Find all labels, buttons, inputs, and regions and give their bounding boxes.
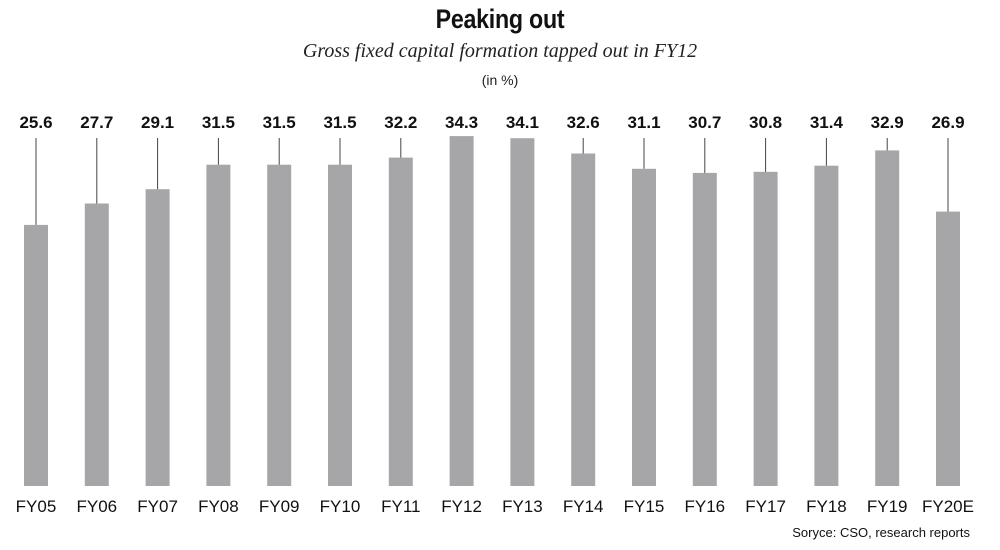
value-label: 25.6 — [19, 113, 52, 132]
category-label: FY15 — [624, 497, 665, 516]
bar-fy13 — [510, 138, 535, 486]
bar-fy14 — [571, 153, 596, 486]
bar-fy18 — [814, 165, 839, 486]
value-label: 32.9 — [871, 113, 904, 132]
category-label: FY14 — [563, 497, 604, 516]
bar-fy08 — [206, 164, 231, 486]
chart-subtitle: Gross fixed capital formation tapped out… — [302, 40, 698, 62]
value-label: 30.8 — [749, 113, 782, 132]
chart-title: Peaking out — [435, 4, 565, 34]
bar-fy16 — [692, 172, 717, 486]
unit-note: (in %) — [481, 72, 519, 88]
category-label: FY20E — [922, 497, 974, 516]
bar-fy15 — [632, 168, 656, 487]
value-label: 31.4 — [810, 113, 844, 132]
value-label: 26.9 — [931, 113, 964, 132]
category-label: FY16 — [684, 497, 725, 516]
value-label: 30.7 — [688, 113, 721, 132]
category-label: FY18 — [806, 497, 847, 516]
bar-fy17 — [753, 171, 778, 487]
category-label: FY13 — [502, 497, 543, 516]
category-label: FY19 — [867, 497, 908, 516]
category-label: FY07 — [137, 497, 178, 516]
bar-fy05 — [24, 224, 48, 486]
value-label: 34.1 — [506, 113, 539, 132]
bar-fy09 — [267, 164, 292, 486]
bar-fy12 — [449, 136, 474, 486]
category-label: FY06 — [76, 497, 117, 516]
bar-fy20e — [936, 211, 960, 486]
category-label: FY08 — [198, 497, 239, 516]
value-label: 31.5 — [263, 113, 296, 132]
value-label: 34.3 — [445, 113, 478, 132]
category-label: FY17 — [745, 497, 786, 516]
bar-fy07 — [145, 189, 170, 486]
category-label: FY05 — [16, 497, 57, 516]
value-label: 31.5 — [323, 113, 356, 132]
value-label: 32.6 — [567, 113, 600, 132]
category-label: FY10 — [320, 497, 361, 516]
source-note: Sorуce: CSO, research reports — [792, 525, 970, 540]
value-label: 31.5 — [202, 113, 235, 132]
category-label: FY09 — [259, 497, 300, 516]
bar-fy10 — [328, 164, 352, 486]
value-label: 29.1 — [141, 113, 174, 132]
category-label: FY11 — [381, 497, 420, 516]
value-label: 27.7 — [80, 113, 113, 132]
bar-fy19 — [875, 150, 900, 486]
bar-fy06 — [84, 203, 109, 486]
category-label: FY12 — [441, 497, 482, 516]
value-label: 31.1 — [627, 113, 660, 132]
bar-fy11 — [388, 157, 413, 486]
value-label: 32.2 — [384, 113, 417, 132]
